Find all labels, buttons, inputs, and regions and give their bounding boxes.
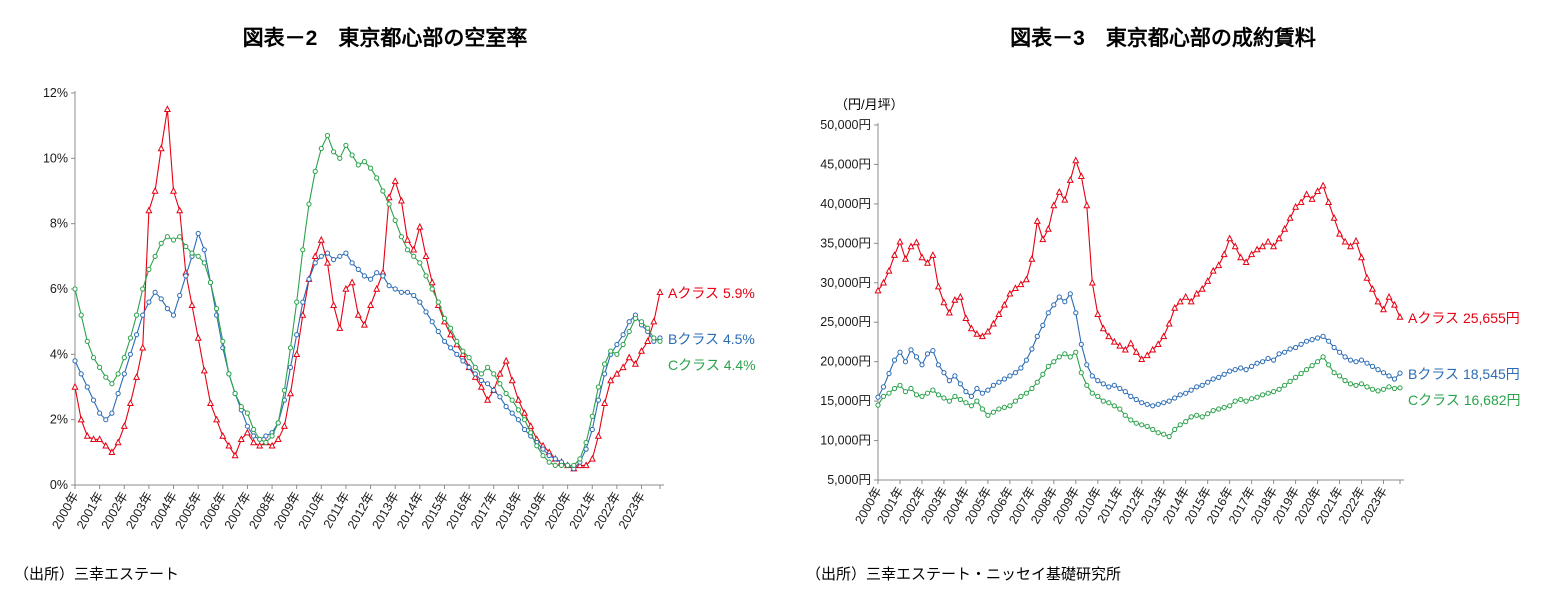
svg-text:10,000円: 10,000円 <box>820 434 871 448</box>
svg-text:10%: 10% <box>43 151 68 165</box>
series-label-b-class: Bクラス 4.5% <box>668 331 755 347</box>
svg-text:50,000円: 50,000円 <box>820 118 871 132</box>
svg-text:4%: 4% <box>50 347 68 361</box>
vacancy-chart-title: 図表－2 東京都心部の空室率 <box>242 27 528 50</box>
svg-text:8%: 8% <box>50 217 68 231</box>
svg-text:20,000円: 20,000円 <box>820 355 871 369</box>
rent-line-chart: 5,000円 10,000円 15,000円 20,000円 25,000円 30,000… <box>820 118 1404 526</box>
svg-text:30,000円: 30,000円 <box>820 276 871 290</box>
svg-text:2%: 2% <box>50 413 68 427</box>
series-label-c-class: Cクラス 16,682円 <box>1408 392 1521 409</box>
series-label-b-class: Bクラス 18,545円 <box>1408 366 1520 383</box>
source-note: （出所）三幸エステート・ニッセイ基礎研究所 <box>806 566 1122 583</box>
vacancy-line-chart: 0%2%4%6%8%10%12%2000年2001年2002年2003年2004… <box>43 86 664 531</box>
series-label-c-class: Cクラス 4.4% <box>668 357 756 373</box>
series-label-a-class: Aクラス 25,655円 <box>1408 310 1520 327</box>
svg-text:15,000円: 15,000円 <box>820 394 871 408</box>
svg-text:0%: 0% <box>50 478 68 492</box>
svg-text:5,000円: 5,000円 <box>827 473 871 487</box>
source-note: （出所）三幸エステート <box>14 566 180 583</box>
svg-text:35,000円: 35,000円 <box>820 236 871 250</box>
svg-text:6%: 6% <box>50 282 68 296</box>
svg-text:45,000円: 45,000円 <box>820 157 871 171</box>
y-axis-unit-label: （円/月坪） <box>835 97 904 112</box>
series-label-a-class: Aクラス 5.9% <box>668 285 755 302</box>
contract-rent-figure: 図表－3 東京都心部の成約賃料 （円/月坪） 5,000円 10,000円 15,0… <box>775 0 1551 608</box>
svg-text:12%: 12% <box>43 86 68 100</box>
svg-text:40,000円: 40,000円 <box>820 197 871 211</box>
vacancy-rate-figure: 図表－2 東京都心部の空室率 0% 2% 4% 6% 8% 10% 12% 2000年 2001… <box>0 0 770 608</box>
rent-chart-title: 図表－3 東京都心部の成約賃料 <box>1010 27 1316 50</box>
svg-text:25,000円: 25,000円 <box>820 315 871 329</box>
